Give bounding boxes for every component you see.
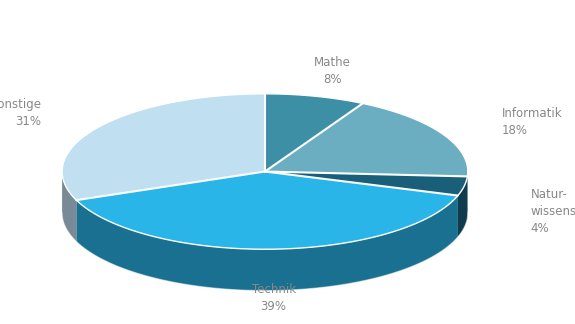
- Text: Technik
39%: Technik 39%: [252, 283, 296, 313]
- Polygon shape: [76, 171, 458, 249]
- Polygon shape: [76, 196, 458, 291]
- Polygon shape: [458, 176, 467, 237]
- Polygon shape: [62, 94, 265, 200]
- Text: Natur-
wissenschaft
4%: Natur- wissenschaft 4%: [531, 188, 575, 235]
- Polygon shape: [265, 94, 363, 171]
- Text: Informatik
18%: Informatik 18%: [502, 107, 562, 137]
- Polygon shape: [265, 171, 467, 196]
- Polygon shape: [62, 171, 76, 241]
- Text: Mathe
8%: Mathe 8%: [314, 56, 351, 86]
- Text: Sonstige
31%: Sonstige 31%: [0, 98, 41, 128]
- Polygon shape: [265, 103, 468, 176]
